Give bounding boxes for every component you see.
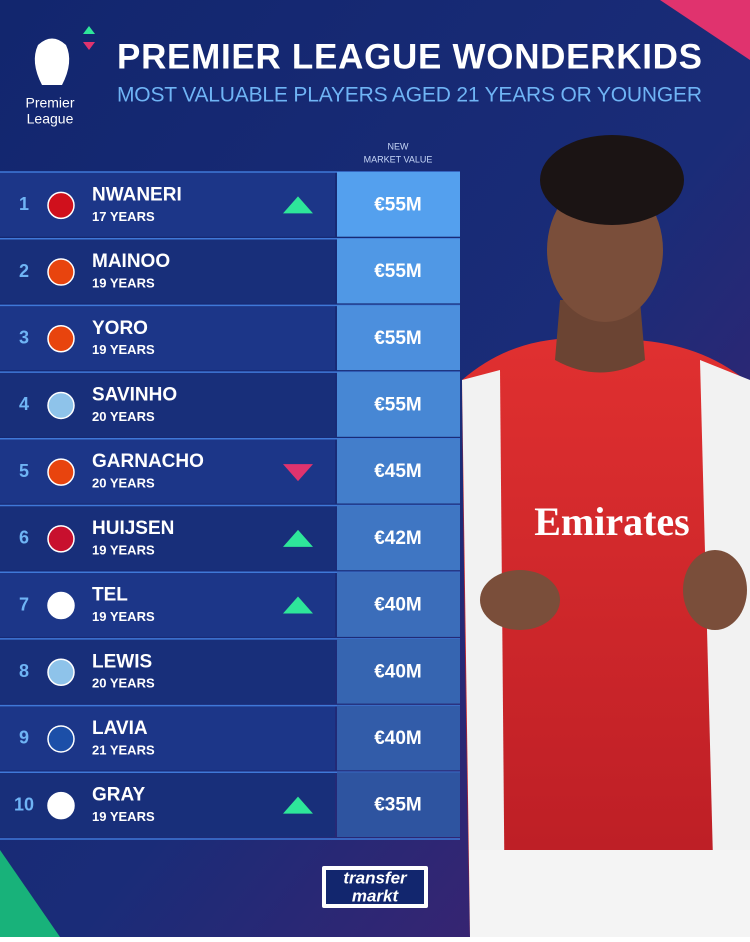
rank: 8 [19, 661, 29, 681]
logo-text: Premier [25, 95, 74, 111]
trend-up [283, 529, 313, 547]
rank: 7 [19, 594, 29, 614]
player-age: 19 YEARS [92, 342, 155, 357]
corner-accent [660, 0, 750, 60]
subtitle: MOST VALUABLE PLAYERS AGED 21 YEARS OR Y… [117, 84, 702, 107]
header-icon [83, 42, 95, 50]
value-box [337, 438, 460, 504]
rank: 5 [19, 461, 29, 481]
trend-down [283, 464, 313, 482]
value-box [337, 705, 460, 771]
trend-up [283, 596, 313, 614]
player-age: 19 YEARS [92, 275, 155, 290]
market-value: €40M [374, 595, 422, 616]
player-age: 19 YEARS [92, 542, 155, 557]
rank: 2 [19, 261, 29, 281]
player-name: NWANERI [92, 184, 182, 205]
value-box [337, 638, 460, 704]
rank: 6 [19, 528, 29, 548]
header-icon [83, 26, 95, 34]
club-badge [47, 725, 75, 753]
player-name: MAINOO [92, 251, 170, 272]
value-box [337, 305, 460, 371]
market-value: €45M [374, 461, 422, 482]
player-age: 20 YEARS [92, 409, 155, 424]
club-badge [47, 258, 75, 286]
player-photo: Emirates [462, 135, 750, 937]
rank: 3 [19, 328, 29, 348]
market-value: €40M [374, 728, 422, 749]
market-value: €55M [374, 328, 422, 349]
trend-up [283, 196, 313, 214]
market-value: €42M [374, 528, 422, 549]
club-badge [47, 658, 75, 686]
market-value: €55M [374, 394, 422, 415]
column-header: MARKET VALUE [364, 154, 433, 164]
market-value: €40M [374, 661, 422, 682]
market-value: €55M [374, 194, 422, 215]
player-age: 19 YEARS [92, 609, 155, 624]
footer-text: markt [352, 886, 400, 905]
player-age: 21 YEARS [92, 742, 155, 757]
player-name: HUIJSEN [92, 518, 174, 539]
player-name: YORO [92, 318, 148, 339]
column-header: NEW [388, 141, 410, 151]
club-badge [47, 791, 75, 820]
rank: 4 [19, 394, 29, 414]
club-badge [47, 525, 75, 553]
value-box [337, 772, 460, 837]
league-logo: Premier League [25, 38, 75, 127]
club-badge [47, 591, 75, 620]
svg-text:Emirates: Emirates [534, 499, 690, 544]
value-box [337, 238, 460, 304]
value-box [337, 172, 460, 237]
logo-text: League [27, 111, 74, 127]
player-name: SAVINHO [92, 384, 177, 405]
market-value: €35M [374, 795, 422, 816]
player-name: LAVIA [92, 718, 148, 739]
market-value: €55M [374, 261, 422, 282]
player-age: 17 YEARS [92, 209, 155, 224]
club-badge [47, 391, 75, 420]
footer-logo: transfer markt [322, 866, 428, 908]
club-badge [47, 458, 75, 486]
rank: 10 [14, 794, 34, 814]
club-badge [47, 325, 75, 353]
player-age: 20 YEARS [92, 676, 155, 691]
rank: 9 [19, 728, 29, 748]
corner-accent [0, 850, 60, 937]
player-name: GARNACHO [92, 451, 204, 472]
table: 1 NWANERI 17 YEARS €55M 2 MAINOO 19 YEARS €55M 3… [0, 171, 460, 840]
player-name: LEWIS [92, 651, 152, 672]
value-box [337, 505, 460, 571]
player-name: GRAY [92, 785, 145, 806]
value-box [337, 372, 460, 437]
title: PREMIER LEAGUE WONDERKIDS [117, 37, 702, 76]
footer-text: transfer [343, 868, 408, 887]
value-box [337, 572, 460, 637]
rank: 1 [19, 194, 29, 214]
player-age: 20 YEARS [92, 476, 155, 491]
club-badge [47, 191, 75, 220]
trend-up [283, 796, 313, 814]
player-name: TEL [92, 585, 128, 606]
player-age: 19 YEARS [92, 809, 155, 824]
